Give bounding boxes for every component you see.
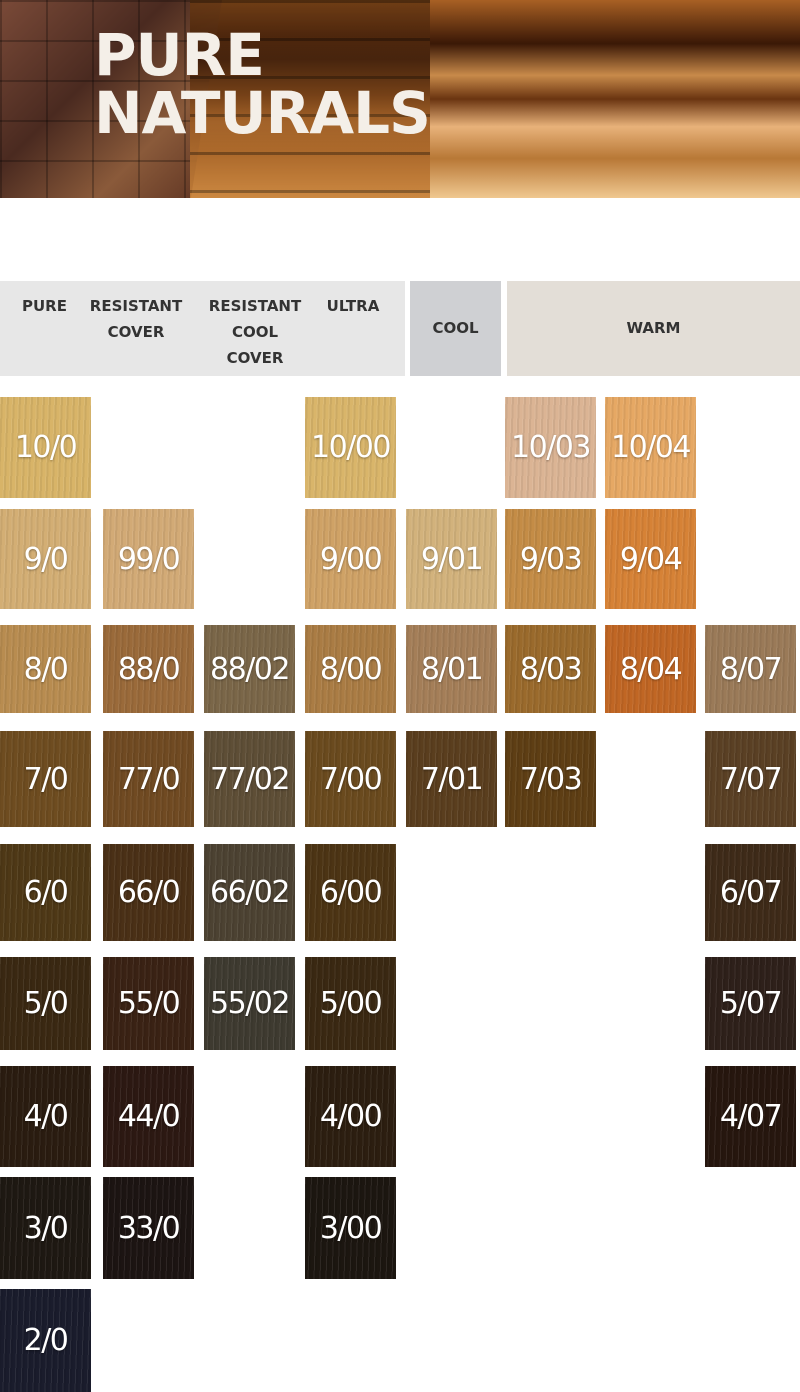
column-header-cool: COOL	[432, 319, 479, 337]
shade-swatch: 66/02	[204, 844, 295, 941]
shade-swatch: 8/01	[406, 625, 497, 713]
shade-swatch: 9/04	[605, 509, 696, 609]
shade-swatch: 88/02	[204, 625, 295, 713]
warm-header-band: WARM	[507, 281, 800, 376]
shade-swatch: 5/07	[705, 957, 796, 1050]
shade-swatch: 7/0	[0, 731, 91, 827]
shade-swatch: 6/07	[705, 844, 796, 941]
cool-header-band: COOL	[410, 281, 501, 376]
shade-swatch: 4/00	[305, 1066, 396, 1167]
shade-swatch: 7/07	[705, 731, 796, 827]
banner-building-mid	[190, 0, 440, 198]
shade-swatch: 4/0	[0, 1066, 91, 1167]
shade-swatch: 8/00	[305, 625, 396, 713]
hero-banner: PURE NATURALS	[0, 0, 800, 198]
shade-swatch: 9/01	[406, 509, 497, 609]
shade-swatch: 44/0	[103, 1066, 194, 1167]
shade-swatch: 77/0	[103, 731, 194, 827]
shade-swatch: 4/07	[705, 1066, 796, 1167]
shade-swatch: 7/03	[505, 731, 596, 827]
shade-swatch: 9/00	[305, 509, 396, 609]
shade-swatch: 9/03	[505, 509, 596, 609]
column-header-ultra: ULTRA	[326, 297, 380, 315]
shade-swatch: 8/04	[605, 625, 696, 713]
shade-swatch: 7/00	[305, 731, 396, 827]
shade-swatch: 10/0	[0, 397, 91, 498]
shade-swatch: 5/0	[0, 957, 91, 1050]
shade-swatch: 6/0	[0, 844, 91, 941]
banner-building-right	[430, 0, 800, 198]
shade-swatch: 10/04	[605, 397, 696, 498]
shade-swatch: 33/0	[103, 1177, 194, 1279]
shade-swatch: 2/0	[0, 1289, 91, 1392]
page-title: PURE NATURALS	[94, 21, 431, 147]
shade-swatch: 9/0	[0, 509, 91, 609]
banner-building-left	[0, 0, 222, 198]
page-title-line-2: NATURALS	[94, 79, 431, 147]
column-header-resistant-cover: RESISTANT COVER	[89, 297, 183, 341]
shade-swatch: 7/01	[406, 731, 497, 827]
shade-swatch: 8/0	[0, 625, 91, 713]
shade-swatch: 66/0	[103, 844, 194, 941]
shade-swatch: 5/00	[305, 957, 396, 1050]
column-header-resistant-cool-cover: RESISTANT COOL COVER	[208, 297, 302, 367]
shade-swatch: 10/03	[505, 397, 596, 498]
shade-swatch: 6/00	[305, 844, 396, 941]
shade-swatch: 55/02	[204, 957, 295, 1050]
page-title-line-1: PURE	[94, 21, 265, 89]
shade-swatch: 77/02	[204, 731, 295, 827]
column-header-warm: WARM	[626, 319, 681, 337]
shade-swatch: 10/00	[305, 397, 396, 498]
neutral-header-band: PURE RESISTANT COVER RESISTANT COOL COVE…	[0, 281, 405, 376]
shade-swatch: 3/00	[305, 1177, 396, 1279]
shade-swatch: 3/0	[0, 1177, 91, 1279]
shade-swatch: 55/0	[103, 957, 194, 1050]
shade-swatch: 8/07	[705, 625, 796, 713]
shade-swatch: 99/0	[103, 509, 194, 609]
shade-swatch: 8/03	[505, 625, 596, 713]
column-header-pure: PURE	[22, 297, 67, 315]
shade-swatch: 88/0	[103, 625, 194, 713]
